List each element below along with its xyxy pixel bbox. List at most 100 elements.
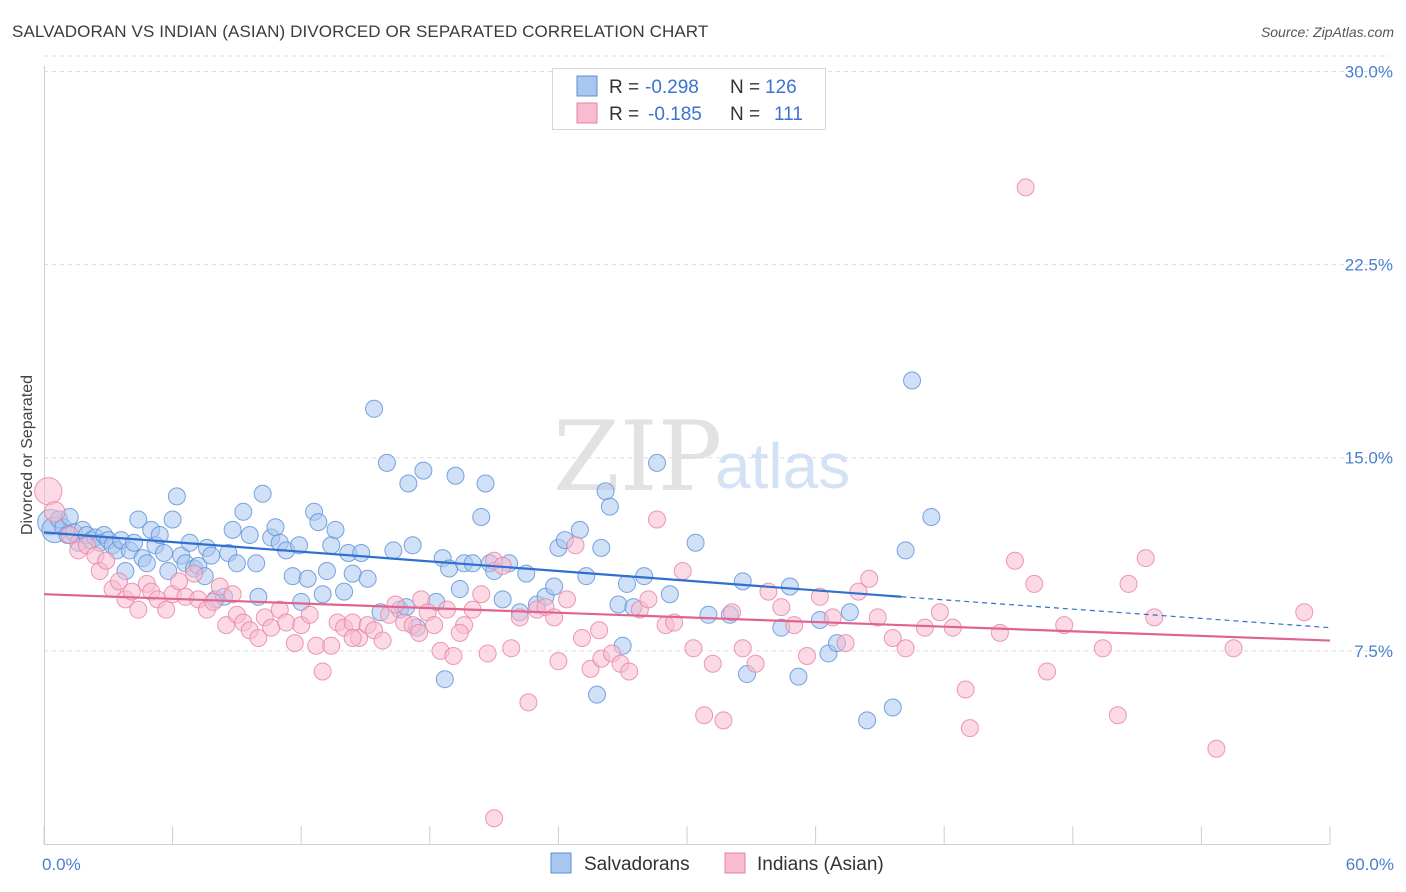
legend-r-label-1: R = (609, 77, 639, 98)
indian-point (673, 562, 692, 581)
stats-legend-box (552, 68, 826, 130)
indian-point (249, 628, 268, 647)
legend-swatch-salvadorans (576, 75, 598, 97)
salvadoran-point (858, 711, 877, 730)
salvadoran-point (227, 554, 246, 573)
legend-r-value-1: -0.298 (645, 77, 699, 98)
salvadoran-point (686, 533, 705, 552)
salvadoran-point (150, 525, 169, 544)
indian-point (1145, 608, 1164, 627)
indian-point (410, 623, 429, 642)
indian-point (836, 634, 855, 653)
salvadoran-point (247, 554, 266, 573)
salvadoran-point (545, 577, 564, 596)
indian-point (110, 572, 129, 591)
trend-line-indians (43, 593, 1331, 642)
x-tick-label-max: 60.0% (1346, 855, 1394, 874)
salvadoran-point (570, 520, 589, 539)
salvadoran-point (125, 533, 144, 552)
indian-point (223, 585, 242, 604)
salvadoran-point (789, 667, 808, 686)
watermark-atlas: atlas (715, 430, 850, 502)
indian-point (1119, 574, 1138, 593)
salvadoran-point (343, 564, 362, 583)
indian-point (849, 582, 868, 601)
indian-point (772, 598, 791, 617)
salvadoran-point (896, 541, 915, 560)
salvadoran-point (883, 698, 902, 717)
indian-point (425, 616, 444, 635)
indian-point (665, 613, 684, 632)
indian-point (472, 585, 491, 604)
indian-point (647, 510, 666, 529)
indian-point (746, 654, 765, 673)
indian-point (956, 680, 975, 699)
indian-point (798, 647, 817, 666)
bottom-legend-label-salvadorans: Salvadorans (584, 854, 690, 875)
salvadoran-point (326, 520, 345, 539)
salvadoran-point (234, 502, 253, 521)
legend-n-label-1: N = (730, 77, 760, 98)
salvadoran-point (365, 399, 384, 418)
salvadoran-point (577, 567, 596, 586)
indian-point (620, 662, 639, 681)
stats-legend: R = -0.298 N = 126 R = -0.185 N = 111 (552, 68, 826, 130)
trend-line-salvadorans (43, 531, 902, 598)
indian-point (343, 613, 362, 632)
salvadoran-point (446, 466, 465, 485)
salvadoran-point (600, 497, 619, 516)
indian-point (960, 719, 979, 738)
indian-point (386, 595, 405, 614)
salvadoran-point (377, 453, 396, 472)
bottom-legend-swatch-salvadorans (550, 852, 572, 874)
trend-lines (43, 531, 1331, 642)
salvadoran-point (617, 574, 636, 593)
salvadoran-point (780, 577, 799, 596)
salvadoran-point (266, 518, 285, 537)
gridlines (44, 55, 1395, 652)
salvadoran-point (922, 507, 941, 526)
salvadoran-point (660, 585, 679, 604)
indian-point (930, 603, 949, 622)
indian-point (1136, 549, 1155, 568)
indian-point (639, 590, 658, 609)
indian-point (510, 608, 529, 627)
salvadoran-point (733, 572, 752, 591)
indian-point (785, 616, 804, 635)
indian-point (450, 623, 469, 642)
indian-point (684, 639, 703, 658)
salvadoran-point (647, 453, 666, 472)
indian-point (262, 618, 281, 637)
source-label: Source: ZipAtlas.com (1260, 24, 1394, 40)
indian-point (860, 569, 879, 588)
indian-point (810, 587, 829, 606)
salvadoran-point (137, 554, 156, 573)
indian-point (703, 654, 722, 673)
indian-point (1224, 639, 1243, 658)
salvadoran-point (609, 595, 628, 614)
salvadoran-point (358, 569, 377, 588)
legend-swatch-indians (576, 102, 598, 124)
indian-point (313, 662, 332, 681)
series-indians (34, 178, 1314, 828)
y-tick-label: 30.0% (1345, 62, 1393, 81)
indian-point (915, 618, 934, 637)
indian-point (572, 628, 591, 647)
indian-point (129, 600, 148, 619)
salvadoran-point (587, 685, 606, 704)
indian-point (519, 693, 538, 712)
indian-point (285, 634, 304, 653)
salvadoran-point (163, 510, 182, 529)
salvadoran-point (476, 474, 495, 493)
indian-point (122, 582, 141, 601)
indian-point (1295, 603, 1314, 622)
salvadoran-point (298, 569, 317, 588)
indian-point (566, 536, 585, 555)
indian-point (444, 647, 463, 666)
bottom-legend-swatch-indians (724, 852, 746, 874)
indian-point (883, 628, 902, 647)
salvadoran-point (352, 544, 371, 563)
salvadoran-point (167, 487, 186, 506)
salvadoran-point (403, 536, 422, 555)
salvadoran-point (283, 567, 302, 586)
